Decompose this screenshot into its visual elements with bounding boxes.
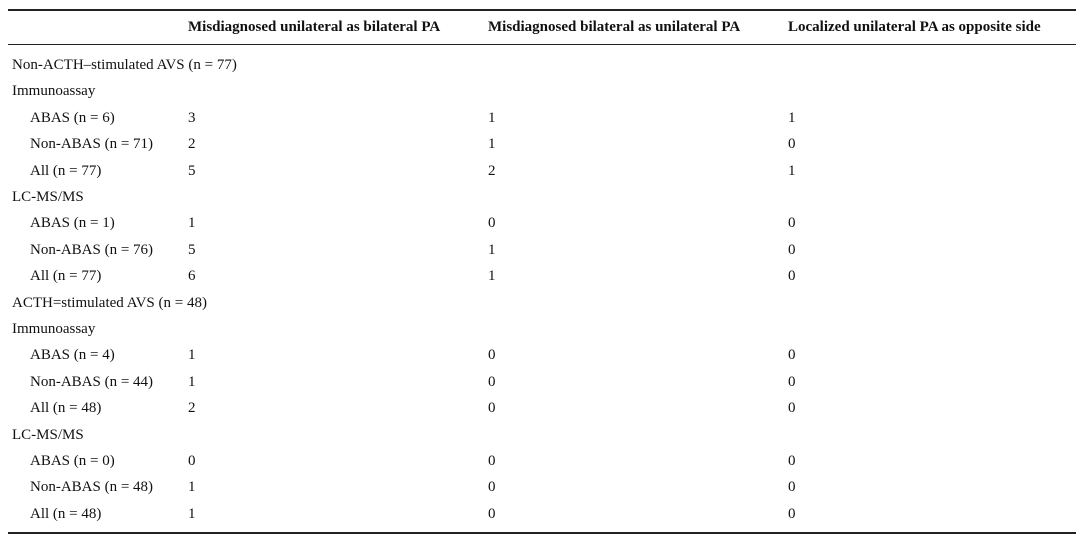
cell-value: 0: [188, 453, 196, 469]
cell-value: 0: [788, 479, 796, 496]
cell-value: 0: [488, 373, 496, 390]
cell-value: 6: [188, 268, 196, 285]
column-header: Misdiagnosed unilateral as bilateral PA: [188, 19, 441, 35]
cell-value: 5: [188, 162, 196, 179]
row-label: Non-ABAS (n = 44): [30, 373, 154, 390]
cell-value: 1: [488, 109, 496, 126]
cell-value: 0: [488, 453, 496, 469]
row-label: All (n = 48): [30, 400, 102, 417]
cell-value: 2: [188, 400, 196, 417]
row-label: ABAS (n = 1): [30, 215, 115, 232]
section-label: LC-MS/MS: [12, 189, 84, 205]
header-rule: [8, 44, 1076, 45]
row-label: ABAS (n = 6): [30, 109, 115, 126]
section-label: Non-ACTH–stimulated AVS (n = 77): [12, 57, 237, 73]
cell-value: 1: [188, 479, 196, 496]
cell-value: 3: [188, 109, 196, 126]
cell-value: 0: [488, 347, 496, 364]
cell-value: 1: [488, 268, 496, 285]
cell-value: 1: [188, 505, 196, 522]
cell-value: 0: [788, 241, 796, 258]
cell-value: 0: [788, 400, 796, 417]
column-header: Localized unilateral PA as opposite side: [788, 19, 1041, 35]
section-label: Immunoassay: [12, 321, 96, 337]
row-label: All (n = 77): [30, 268, 102, 285]
cell-value: 1: [188, 347, 196, 364]
cell-value: 5: [188, 241, 196, 258]
column-header: Misdiagnosed bilateral as unilateral PA: [488, 19, 741, 35]
cell-value: 0: [788, 136, 796, 153]
cell-value: 1: [788, 162, 796, 179]
cell-value: 0: [788, 215, 796, 232]
cell-value: 0: [488, 505, 496, 522]
cell-value: 1: [788, 109, 796, 126]
cell-value: 1: [488, 136, 496, 153]
cell-value: 0: [788, 347, 796, 364]
cell-value: 1: [188, 215, 196, 232]
cell-value: 0: [488, 215, 496, 232]
row-label: All (n = 48): [30, 505, 102, 522]
row-label: Non-ABAS (n = 76): [30, 241, 154, 258]
cell-value: 2: [188, 136, 196, 153]
cell-value: 0: [788, 268, 796, 285]
section-label: Immunoassay: [12, 83, 96, 100]
section-label: ACTH=stimulated AVS (n = 48): [12, 294, 207, 311]
bottom-rule: [8, 532, 1076, 534]
row-label: ABAS (n = 0): [30, 453, 115, 469]
cell-value: 1: [188, 373, 196, 390]
cell-value: 0: [788, 505, 796, 522]
cell-value: 0: [788, 453, 796, 469]
top-rule: [8, 9, 1076, 11]
row-label: ABAS (n = 4): [30, 347, 115, 364]
cell-value: 0: [488, 479, 496, 496]
cell-value: 0: [788, 373, 796, 390]
row-label: All (n = 77): [30, 162, 102, 179]
row-label: Non-ABAS (n = 71): [30, 136, 154, 153]
section-label: LC-MS/MS: [12, 426, 84, 443]
row-label: Non-ABAS (n = 48): [30, 479, 154, 496]
cell-value: 1: [488, 241, 496, 258]
cell-value: 0: [488, 400, 496, 417]
cell-value: 2: [488, 162, 496, 179]
